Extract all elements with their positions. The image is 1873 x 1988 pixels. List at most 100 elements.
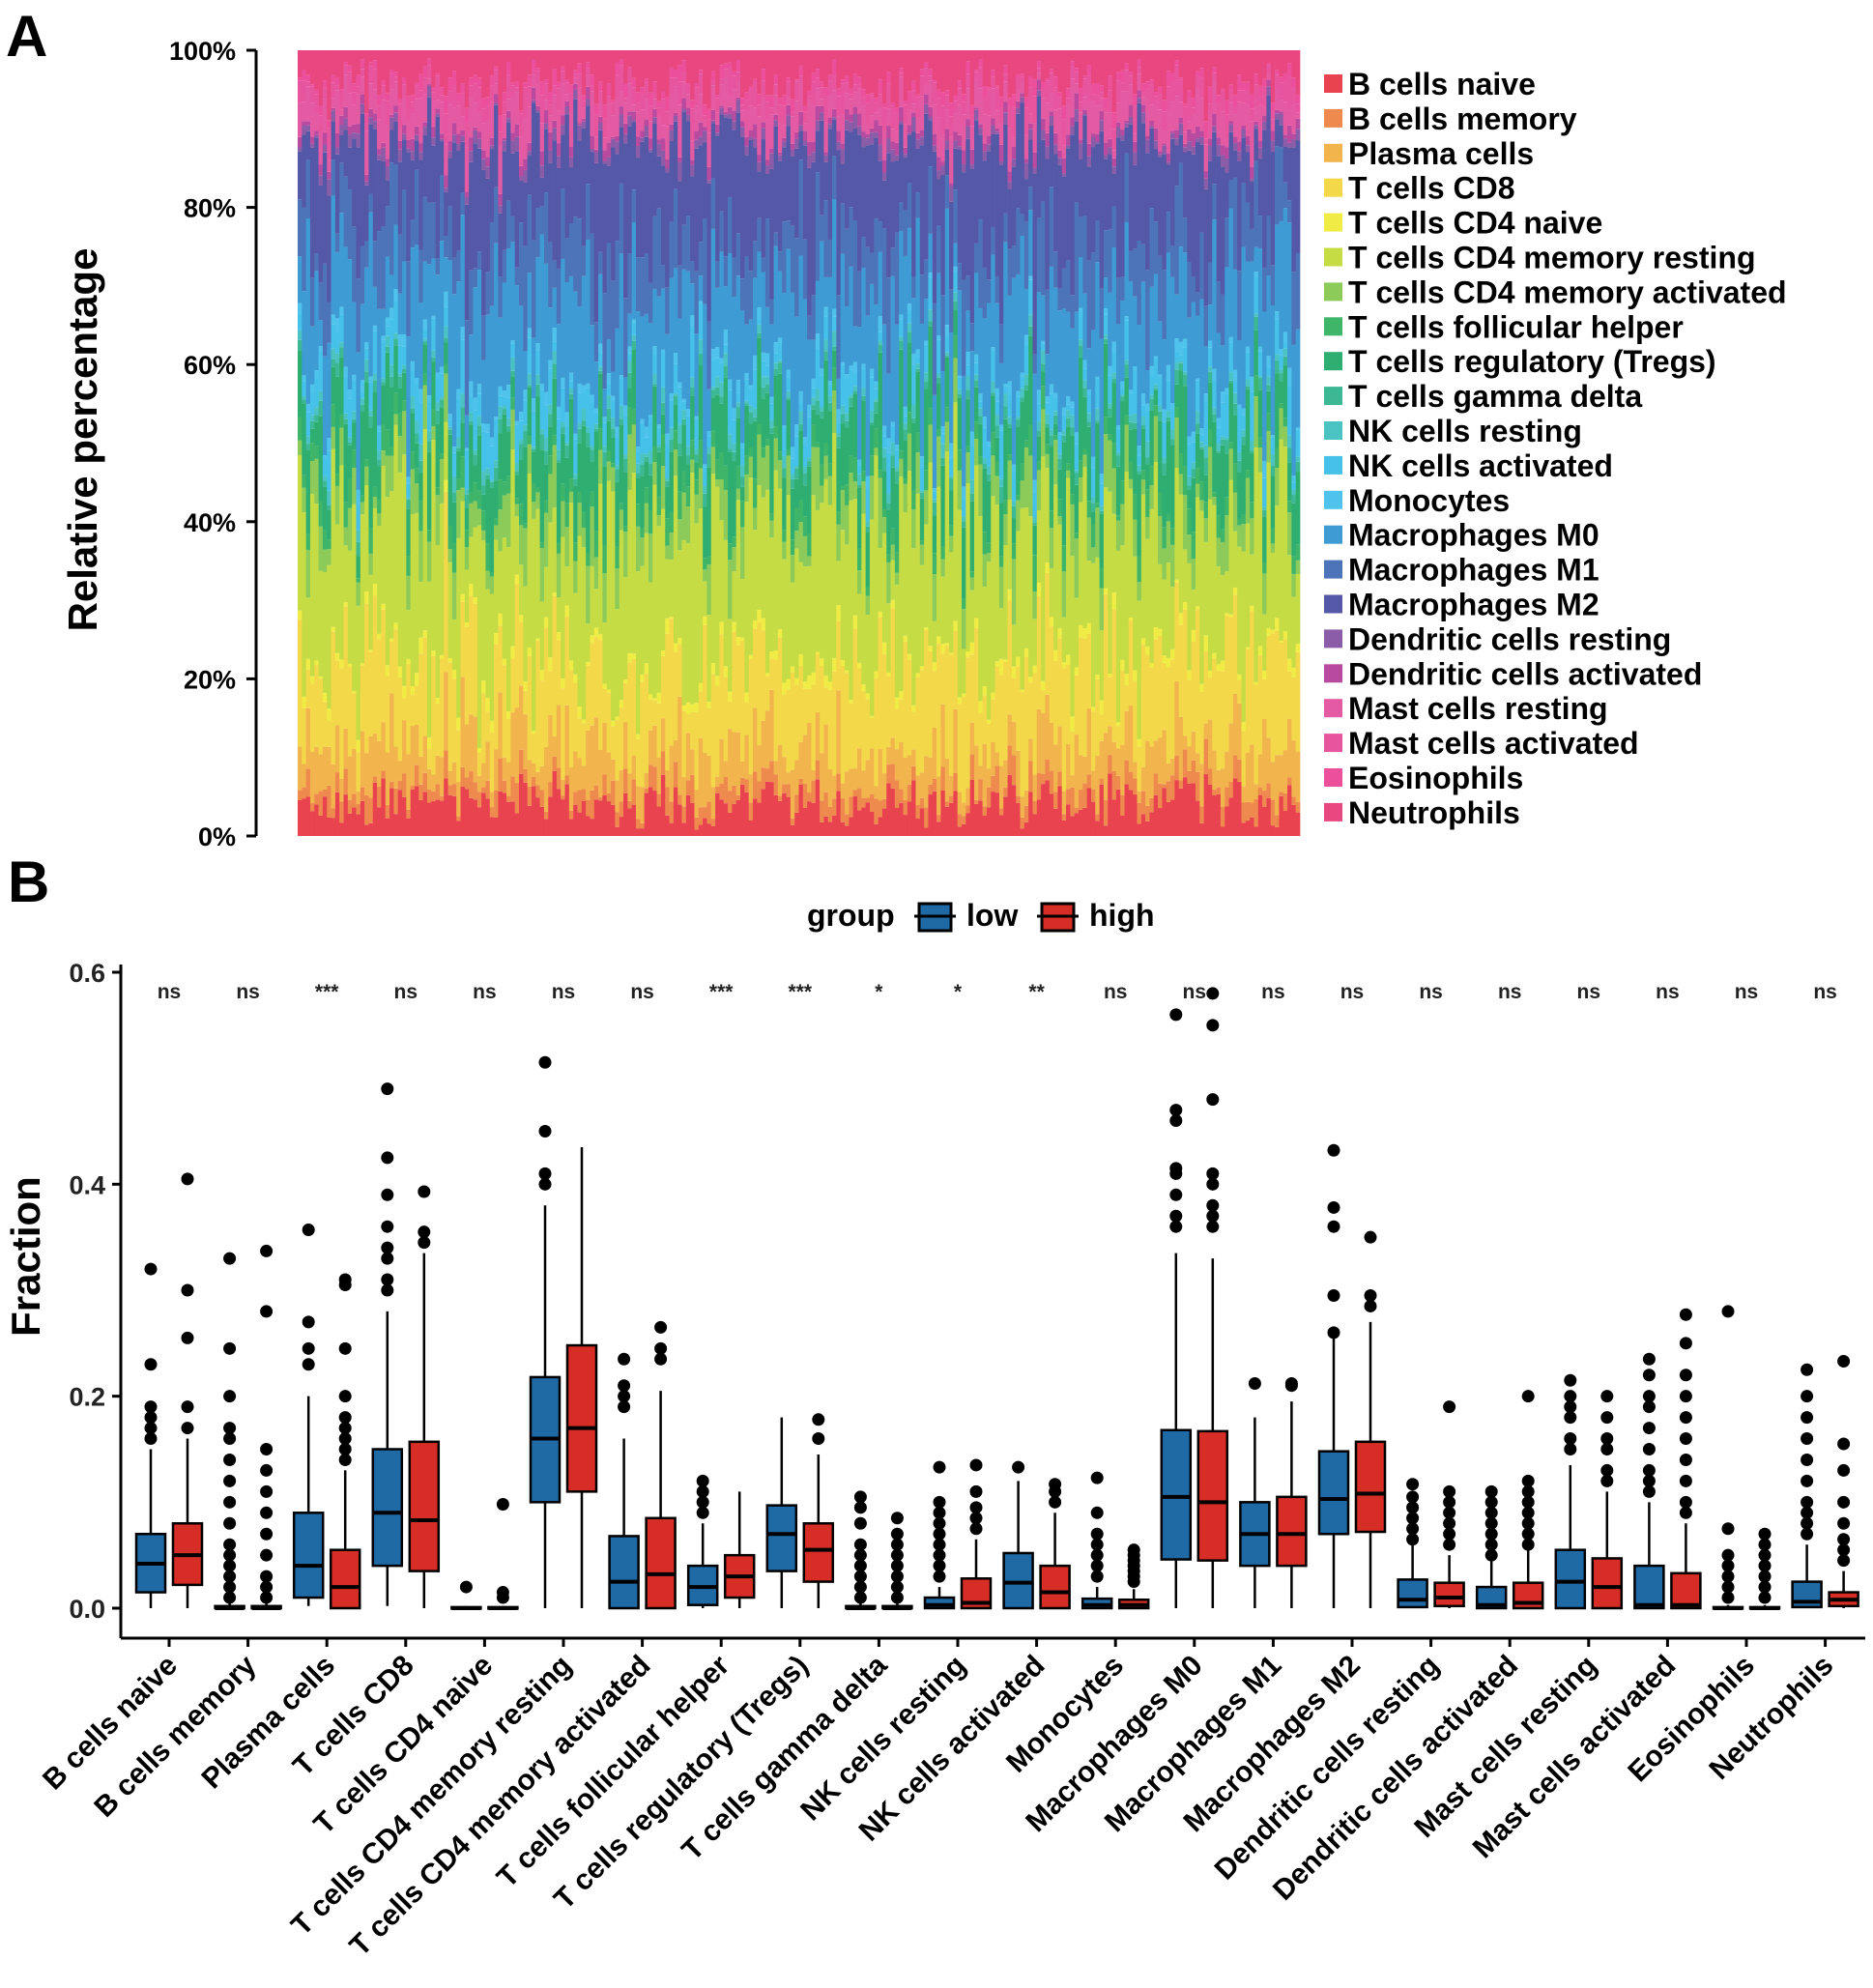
bar-segment xyxy=(619,530,624,701)
bar-segment xyxy=(334,485,340,525)
bar-segment xyxy=(635,738,641,787)
bar-segment xyxy=(1036,596,1042,709)
bar-segment xyxy=(907,227,912,304)
bar-segment xyxy=(494,417,499,419)
bar-segment xyxy=(627,773,633,801)
bar-segment xyxy=(372,129,378,242)
bar-segment xyxy=(1079,139,1083,144)
bar-segment xyxy=(640,681,645,788)
bar-segment xyxy=(1016,666,1021,751)
bar-segment xyxy=(586,799,591,817)
bar-segment xyxy=(673,268,678,354)
bar-segment xyxy=(414,99,419,127)
bar-segment xyxy=(615,546,620,569)
bar-segment xyxy=(1007,128,1013,172)
bar-segment xyxy=(1016,73,1021,78)
sample-bar xyxy=(878,50,883,836)
bar-segment xyxy=(485,105,491,122)
bar-segment xyxy=(919,772,925,798)
sample-bar xyxy=(681,50,687,836)
bar-segment xyxy=(845,130,850,229)
bar-segment xyxy=(385,352,390,430)
bar-segment xyxy=(510,140,516,154)
bar-segment xyxy=(635,447,641,452)
sample-bar xyxy=(406,50,412,836)
bar-segment xyxy=(710,50,716,72)
bar-segment xyxy=(840,143,846,150)
bar-segment xyxy=(827,117,833,125)
bar-segment xyxy=(598,102,603,117)
bar-segment xyxy=(1128,104,1134,117)
bar-segment xyxy=(564,94,570,101)
bar-segment xyxy=(539,680,545,766)
bar-segment xyxy=(690,325,695,378)
bar-segment xyxy=(928,116,934,121)
bar-segment xyxy=(1166,513,1171,522)
bar-segment xyxy=(973,107,979,110)
bar-segment xyxy=(590,643,595,726)
bar-segment xyxy=(586,565,591,624)
bar-segment xyxy=(685,121,691,216)
bar-segment xyxy=(460,116,466,130)
bar-segment xyxy=(1120,50,1125,71)
bar-segment xyxy=(1187,475,1193,486)
bar-segment xyxy=(798,411,804,424)
bar-segment xyxy=(965,275,970,311)
bar-segment xyxy=(786,97,792,105)
bar-segment xyxy=(764,446,770,490)
bar-segment xyxy=(422,94,428,123)
bar-segment xyxy=(485,272,491,315)
panel-a-y-tick-label: 60% xyxy=(184,351,236,380)
bar-segment xyxy=(343,106,349,119)
bar-segment xyxy=(619,106,624,115)
bar-segment xyxy=(577,73,583,88)
bar-segment xyxy=(769,658,774,690)
bar-segment xyxy=(1158,321,1163,375)
sample-bar xyxy=(389,50,394,836)
bar-segment xyxy=(856,548,862,571)
bar-segment xyxy=(899,789,904,803)
bar-segment xyxy=(894,466,900,472)
bar-segment xyxy=(318,320,324,347)
bar-segment xyxy=(777,98,783,105)
bar-segment xyxy=(648,475,653,510)
bar-segment xyxy=(481,471,486,486)
bar-segment xyxy=(635,526,641,572)
sample-bar xyxy=(564,50,570,836)
bar-segment xyxy=(568,275,574,373)
bar-segment xyxy=(527,142,533,152)
bar-segment xyxy=(352,138,357,227)
bar-segment xyxy=(418,143,423,153)
bar-segment xyxy=(1086,426,1092,502)
bar-segment xyxy=(531,786,536,836)
bar-segment xyxy=(957,697,963,705)
bar-segment xyxy=(832,117,837,120)
bar-segment xyxy=(1061,814,1067,821)
bar-segment xyxy=(1041,773,1046,785)
bar-segment xyxy=(602,622,608,684)
bar-segment xyxy=(660,50,666,92)
bar-segment xyxy=(940,433,946,445)
bar-segment xyxy=(627,83,633,112)
bar-segment xyxy=(681,492,687,540)
bar-segment xyxy=(1178,77,1184,80)
bar-segment xyxy=(1066,102,1071,135)
bar-segment xyxy=(656,101,662,108)
bar-segment xyxy=(761,789,766,836)
bar-segment xyxy=(410,695,416,727)
sample-bar xyxy=(694,50,700,836)
bar-segment xyxy=(969,642,975,655)
bar-segment xyxy=(1041,690,1046,714)
bar-segment xyxy=(728,66,733,96)
bar-segment xyxy=(703,130,707,143)
bar-segment xyxy=(1178,79,1184,102)
bar-segment xyxy=(827,129,833,240)
bar-segment xyxy=(1061,662,1067,669)
bar-segment xyxy=(381,609,387,723)
bar-segment xyxy=(451,670,457,679)
bar-segment xyxy=(994,87,1000,111)
bar-segment xyxy=(732,419,737,444)
bar-segment xyxy=(940,425,946,434)
bar-segment xyxy=(1070,787,1076,817)
bar-segment xyxy=(1086,156,1092,167)
